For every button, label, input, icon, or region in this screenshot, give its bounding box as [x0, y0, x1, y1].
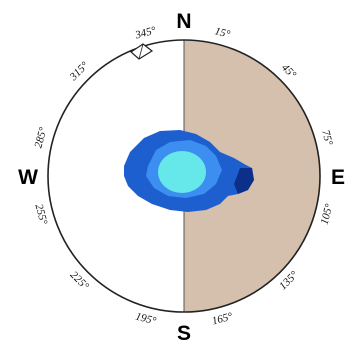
degree-label: 15°	[213, 25, 232, 41]
north-label: N	[176, 10, 191, 33]
outer-ring	[47, 39, 321, 313]
degree-label: 195°	[134, 310, 158, 327]
degree-label: 105°	[318, 202, 335, 226]
blob-core	[158, 151, 206, 193]
degree-label: 345°	[133, 24, 158, 41]
degree-label: 165°	[211, 310, 235, 327]
east-label: E	[331, 166, 345, 189]
blob-dark-edge	[234, 168, 254, 194]
degree-label: 255°	[32, 203, 49, 227]
degree-label: 285°	[32, 125, 49, 149]
degree-label: 75°	[319, 129, 335, 148]
west-label: W	[18, 166, 38, 189]
kite-arrow-icon	[130, 43, 154, 60]
degree-label: 45°	[279, 62, 299, 82]
south-label: S	[177, 322, 191, 345]
echo-blob	[124, 130, 254, 212]
